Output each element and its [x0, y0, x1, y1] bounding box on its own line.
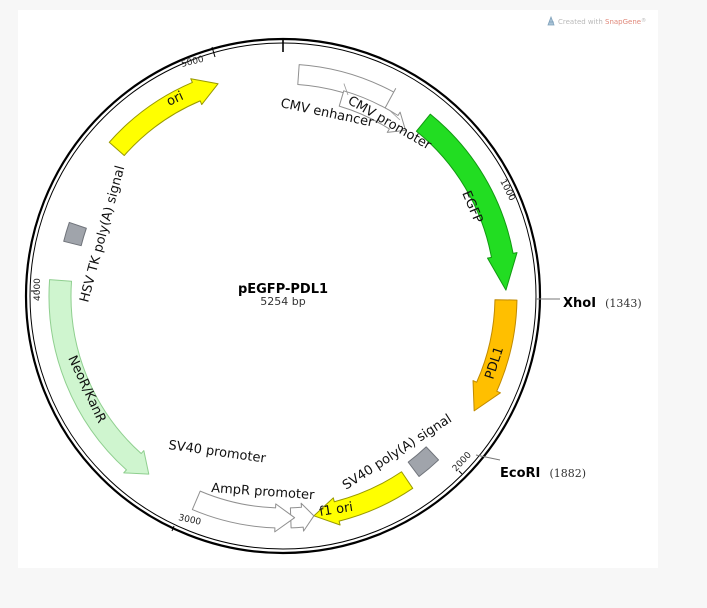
credit-brand: SnapGene	[605, 18, 641, 26]
site-ecori-name: EcoRI	[500, 466, 540, 481]
site-ecori-pos: (1882)	[549, 467, 586, 480]
plasmid-size: 5254 bp	[260, 295, 305, 308]
snapgene-credit: Created with SnapGene®	[548, 17, 646, 26]
site-xhoi-name: XhoI	[563, 296, 596, 311]
credit-prefix: Created with	[558, 18, 603, 26]
site-xhoi-pos: (1343)	[605, 297, 642, 310]
tick-label-4000: 4000	[33, 278, 43, 301]
credit-mark: ®	[641, 17, 646, 24]
svg-text:Created with SnapGene®: Created with SnapGene®	[558, 17, 646, 26]
